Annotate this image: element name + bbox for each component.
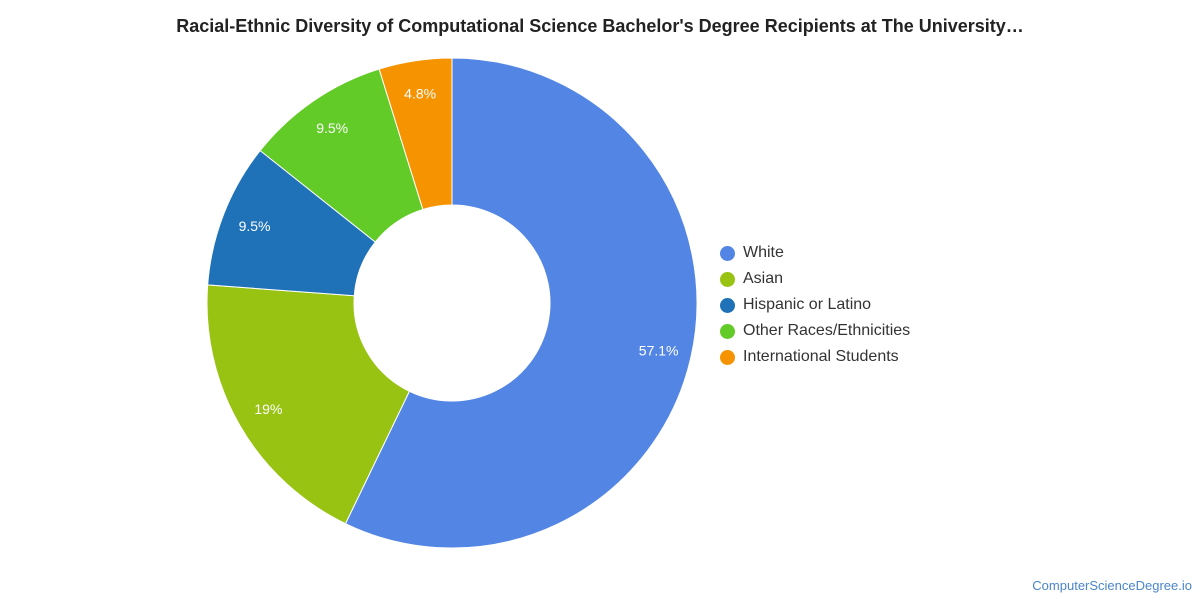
chart-title: Racial-Ethnic Diversity of Computational… bbox=[176, 16, 1024, 36]
legend-swatch-hispanic-or-latino bbox=[720, 297, 735, 313]
legend-swatch-international-students bbox=[720, 349, 735, 365]
slice-asian[interactable] bbox=[206, 284, 411, 525]
slice-white[interactable] bbox=[344, 57, 698, 549]
slice-international-students[interactable] bbox=[378, 57, 453, 211]
slice-label-hispanic-or-latino: 9.5% bbox=[239, 218, 271, 234]
legend-swatch-other-races-ethnicities bbox=[720, 323, 735, 339]
legend-item-other-races-ethnicities[interactable]: Other Races/Ethnicities bbox=[720, 318, 910, 344]
legend-item-asian[interactable]: Asian bbox=[720, 266, 910, 292]
chart-legend: White Asian Hispanic or Latino Other Races/… bbox=[720, 240, 910, 370]
legend-label-white: White bbox=[743, 244, 784, 261]
legend-item-hispanic-or-latino[interactable]: Hispanic or Latino bbox=[720, 292, 910, 318]
legend-label-hispanic-or-latino: Hispanic or Latino bbox=[743, 296, 872, 313]
legend-label-asian: Asian bbox=[743, 270, 784, 287]
slice-label-other-races-ethnicities: 9.5% bbox=[316, 120, 348, 136]
slice-label-international-students: 4.8% bbox=[404, 85, 436, 101]
legend-label-international-students: International Students bbox=[743, 348, 899, 365]
legend-item-white[interactable]: White bbox=[720, 240, 910, 266]
legend-swatch-white bbox=[720, 245, 735, 261]
legend-swatch-asian bbox=[720, 271, 735, 287]
source-credit-link[interactable]: ComputerScienceDegree.io bbox=[1032, 578, 1192, 593]
legend-item-international-students[interactable]: International Students bbox=[720, 344, 910, 370]
legend-label-other-races-ethnicities: Other Races/Ethnicities bbox=[743, 322, 911, 339]
slice-label-asian: 19% bbox=[254, 401, 282, 417]
slice-label-white: 57.1% bbox=[639, 342, 679, 358]
